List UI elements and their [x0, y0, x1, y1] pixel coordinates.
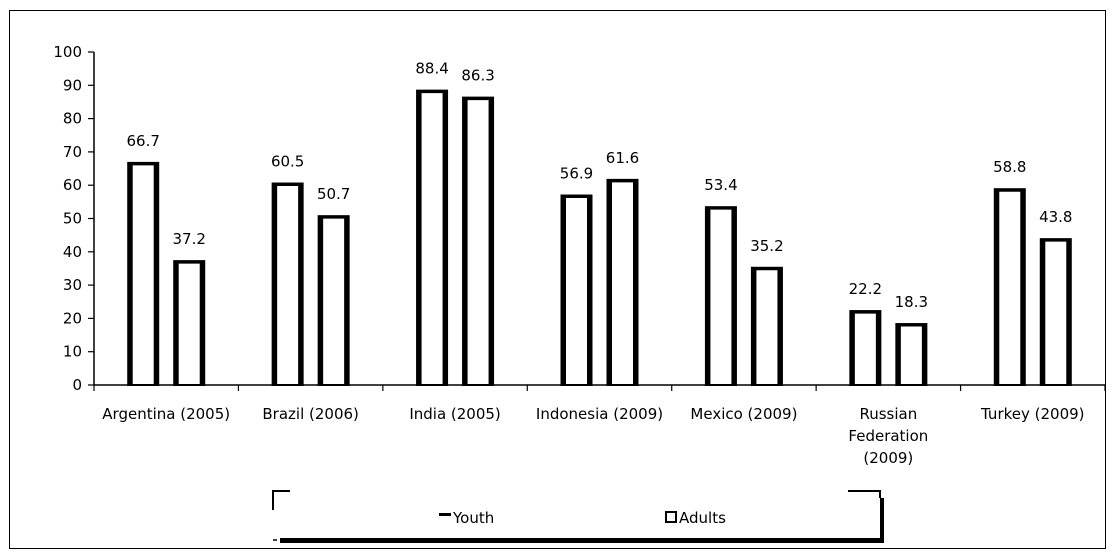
- y-tick-label: 40: [63, 243, 82, 261]
- adults-data-label: 35.2: [750, 237, 783, 255]
- adults-data-label: 43.8: [1039, 208, 1072, 226]
- x-tick-label: (2009): [863, 449, 913, 467]
- legend-swatch-adults: [665, 511, 677, 523]
- legend-corner-tl: [272, 490, 290, 510]
- adults-data-label: 50.7: [317, 185, 350, 203]
- x-tick-label: Mexico (2009): [690, 405, 797, 423]
- y-tick-label: 90: [63, 76, 82, 94]
- adults-data-label: 61.6: [606, 149, 639, 167]
- x-tick-label: Russian: [859, 405, 917, 423]
- y-tick-label: 100: [53, 43, 82, 61]
- y-tick-label: 80: [63, 110, 82, 128]
- youth-data-label: 56.9: [560, 165, 593, 183]
- y-tick-label: 50: [63, 210, 82, 228]
- youth-data-label: 60.5: [271, 153, 304, 171]
- chart-frame: [9, 10, 1106, 549]
- x-tick-label: Federation: [848, 427, 928, 445]
- y-tick-label: 30: [63, 276, 82, 294]
- youth-data-label: 22.2: [849, 280, 882, 298]
- adults-bar: [317, 215, 350, 386]
- x-tick-label: India (2005): [409, 405, 500, 423]
- youth-data-label: 88.4: [415, 60, 448, 78]
- x-tick-label: Argentina (2005): [102, 405, 230, 423]
- youth-data-label: 58.8: [993, 158, 1026, 176]
- adults-data-label: 37.2: [173, 230, 206, 248]
- youth-data-label: 53.4: [704, 176, 737, 194]
- x-tick-label: Brazil (2006): [262, 405, 359, 423]
- y-tick-label: 70: [63, 143, 82, 161]
- y-tick-label: 20: [63, 309, 82, 327]
- legend-corner-tr: [848, 490, 881, 498]
- legend-swatch-youth: [439, 513, 451, 516]
- y-tick-label: 10: [63, 343, 82, 361]
- y-tick-label: 0: [72, 376, 82, 394]
- legend-label-youth: Youth: [452, 509, 494, 527]
- legend-frame-right: [880, 498, 884, 543]
- legend-label-adults: Adults: [679, 509, 726, 527]
- x-tick-label: Turkey (2009): [980, 405, 1084, 423]
- youth-data-label: 66.7: [127, 132, 160, 150]
- adults-data-label: 86.3: [461, 67, 494, 85]
- x-tick-label: Indonesia (2009): [536, 405, 663, 423]
- y-tick-label: 60: [63, 176, 82, 194]
- legend-frame-bottom: [280, 538, 884, 543]
- adults-bar: [462, 96, 495, 386]
- adults-data-label: 18.3: [895, 293, 928, 311]
